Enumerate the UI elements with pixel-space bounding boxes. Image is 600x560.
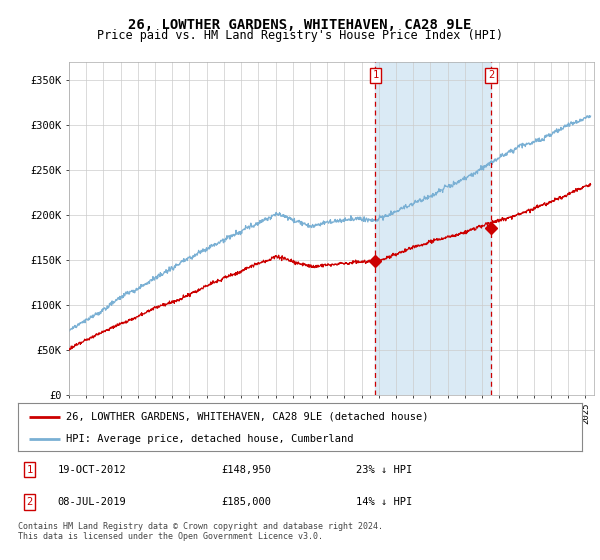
Text: Contains HM Land Registry data © Crown copyright and database right 2024.
This d: Contains HM Land Registry data © Crown c… [18,522,383,542]
Text: £148,950: £148,950 [221,465,271,475]
Text: HPI: Average price, detached house, Cumberland: HPI: Average price, detached house, Cumb… [66,434,353,444]
Text: 08-JUL-2019: 08-JUL-2019 [58,497,126,507]
Bar [376,62,491,395]
Text: Price paid vs. HM Land Registry's House Price Index (HPI): Price paid vs. HM Land Registry's House … [97,29,503,42]
Text: 19-OCT-2012: 19-OCT-2012 [58,465,126,475]
Text: 2: 2 [488,70,494,80]
Text: 14% ↓ HPI: 14% ↓ HPI [356,497,413,507]
Text: 23% ↓ HPI: 23% ↓ HPI [356,465,413,475]
Text: £185,000: £185,000 [221,497,271,507]
Text: 1: 1 [26,465,33,475]
Text: 26, LOWTHER GARDENS, WHITEHAVEN, CA28 9LE (detached house): 26, LOWTHER GARDENS, WHITEHAVEN, CA28 9L… [66,412,428,422]
Text: 26, LOWTHER GARDENS, WHITEHAVEN, CA28 9LE: 26, LOWTHER GARDENS, WHITEHAVEN, CA28 9L… [128,18,472,32]
Text: 2: 2 [26,497,33,507]
Text: 1: 1 [372,70,379,80]
